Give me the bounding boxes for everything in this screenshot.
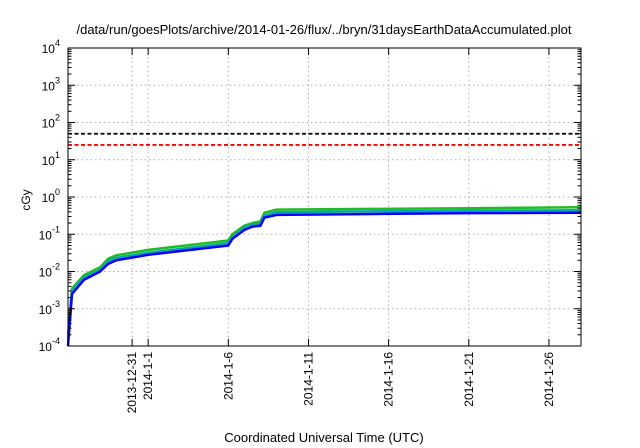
y-tick-label: 101 [42,150,60,168]
x-axis-label: Coordinated Universal Time (UTC) [224,430,423,445]
x-tick-label: 2014-1-11 [301,352,315,406]
grid [68,48,581,346]
series-line [66,206,582,335]
y-tick-label: 10-1 [39,224,60,242]
y-tick-label: 102 [42,113,60,131]
y-tick-label: 103 [42,75,60,93]
y-tick-label: 100 [42,187,60,205]
x-tick-label: 2014-1-21 [462,352,476,407]
y-axis-ticks: 10-4 10-3 10-2 10-1 100 101 102 103 104 [39,38,581,354]
x-tick-label: 2014-1-16 [382,352,396,407]
x-axis-ticks: 2013-12-31 2014-1-1 2014-1-6 2014-1-11 2014-… [125,48,556,413]
chart-title: /data/run/goesPlots/archive/2014-01-26/f… [76,22,571,37]
x-tick-label: 2014-1-1 [141,352,155,400]
y-tick-label: 104 [42,38,60,56]
threshold-lines [68,132,581,146]
x-tick-label: 2014-1-26 [542,352,556,407]
y-tick-label: 10-3 [39,299,60,317]
x-tick-label: 2013-12-31 [125,352,139,414]
y-tick-label: 10-2 [39,262,60,280]
series-lines [66,206,582,347]
series-line [66,211,582,347]
series-line [66,209,582,340]
y-axis-label: cGy [19,189,33,210]
x-tick-label: 2014-1-6 [221,352,235,400]
y-tick-label: 10-4 [39,336,60,354]
